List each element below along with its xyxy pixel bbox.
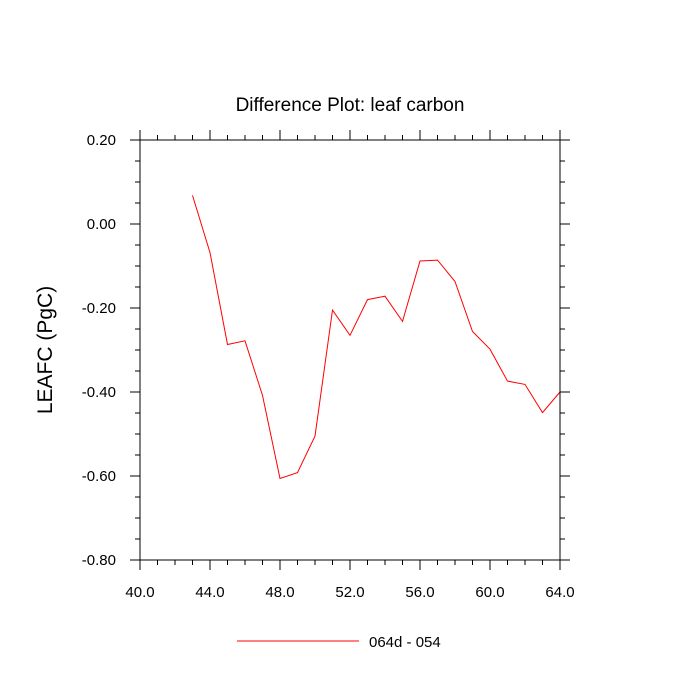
x-tick-label: 52.0	[335, 584, 364, 601]
legend: 064d - 054	[237, 634, 441, 651]
y-axis-label: LEAFC (PgC)	[34, 286, 57, 414]
x-tick-label: 64.0	[545, 584, 574, 601]
plot-series	[192, 195, 561, 480]
axis-ticks	[130, 130, 570, 570]
y-tick-label: -0.80	[82, 552, 116, 569]
x-tick-label: 44.0	[195, 584, 224, 601]
series-line	[192, 195, 561, 480]
x-tick-label: 60.0	[475, 584, 504, 601]
y-tick-label: -0.60	[82, 468, 116, 485]
chart-title: Difference Plot: leaf carbon	[236, 95, 465, 116]
plot-frame	[139, 139, 561, 561]
legend-label: 064d - 054	[369, 634, 441, 651]
x-tick-label: 40.0	[125, 584, 154, 601]
x-tick-label: 56.0	[405, 584, 434, 601]
y-tick-label: -0.40	[82, 384, 116, 401]
x-tick-label: 48.0	[265, 584, 294, 601]
y-tick-label: 0.00	[87, 216, 116, 233]
axis-tick-labels: 40.0 44.0 48.0 52.0 56.0 60.0 64.0 -0.80 -0.60 -0…	[82, 132, 575, 601]
y-tick-label: 0.20	[87, 132, 116, 149]
y-tick-label: -0.20	[82, 300, 116, 317]
